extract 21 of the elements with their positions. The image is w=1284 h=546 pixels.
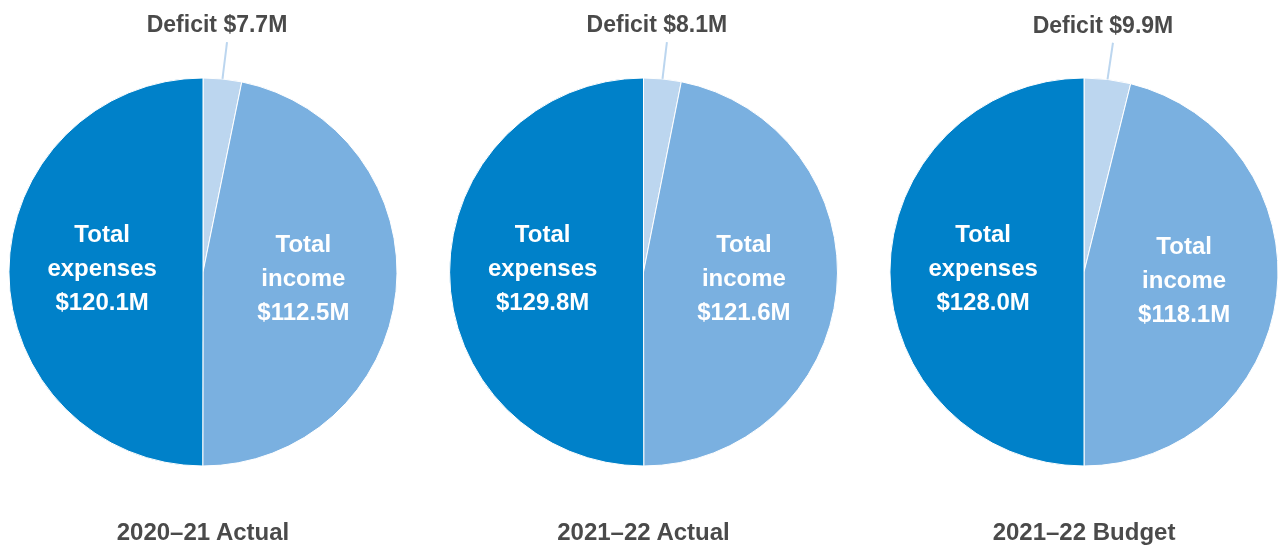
text: 2020–21 Actual (116, 518, 290, 545)
data-label: $118.1M (1138, 300, 1231, 328)
slice-label: Deficit (1032, 11, 1103, 38)
text: 2021–22 Budget (992, 518, 1176, 545)
data-label: $7.7M (223, 11, 288, 38)
slice-label: Deficit (586, 11, 657, 38)
data-label: $112.5M (257, 298, 350, 326)
data-label: $8.1M (663, 11, 728, 38)
slice-label: Total income (261, 230, 346, 292)
slice-label: Deficit (146, 11, 217, 38)
slice-label: Total expenses (47, 219, 157, 281)
data-label: $121.6M (697, 297, 791, 325)
data-label: $128.0M (936, 288, 1030, 315)
data-label: $129.8M (495, 288, 590, 316)
slice-label: Total income (701, 229, 786, 291)
data-label: $120.1M (55, 287, 149, 315)
slice-label: Total expenses (487, 220, 598, 282)
text: 2021–22 Actual (557, 518, 730, 545)
slice-label: Total income (1142, 232, 1227, 294)
data-label: $9.9M (1109, 11, 1174, 38)
slice-label: Total expenses (928, 220, 1038, 281)
